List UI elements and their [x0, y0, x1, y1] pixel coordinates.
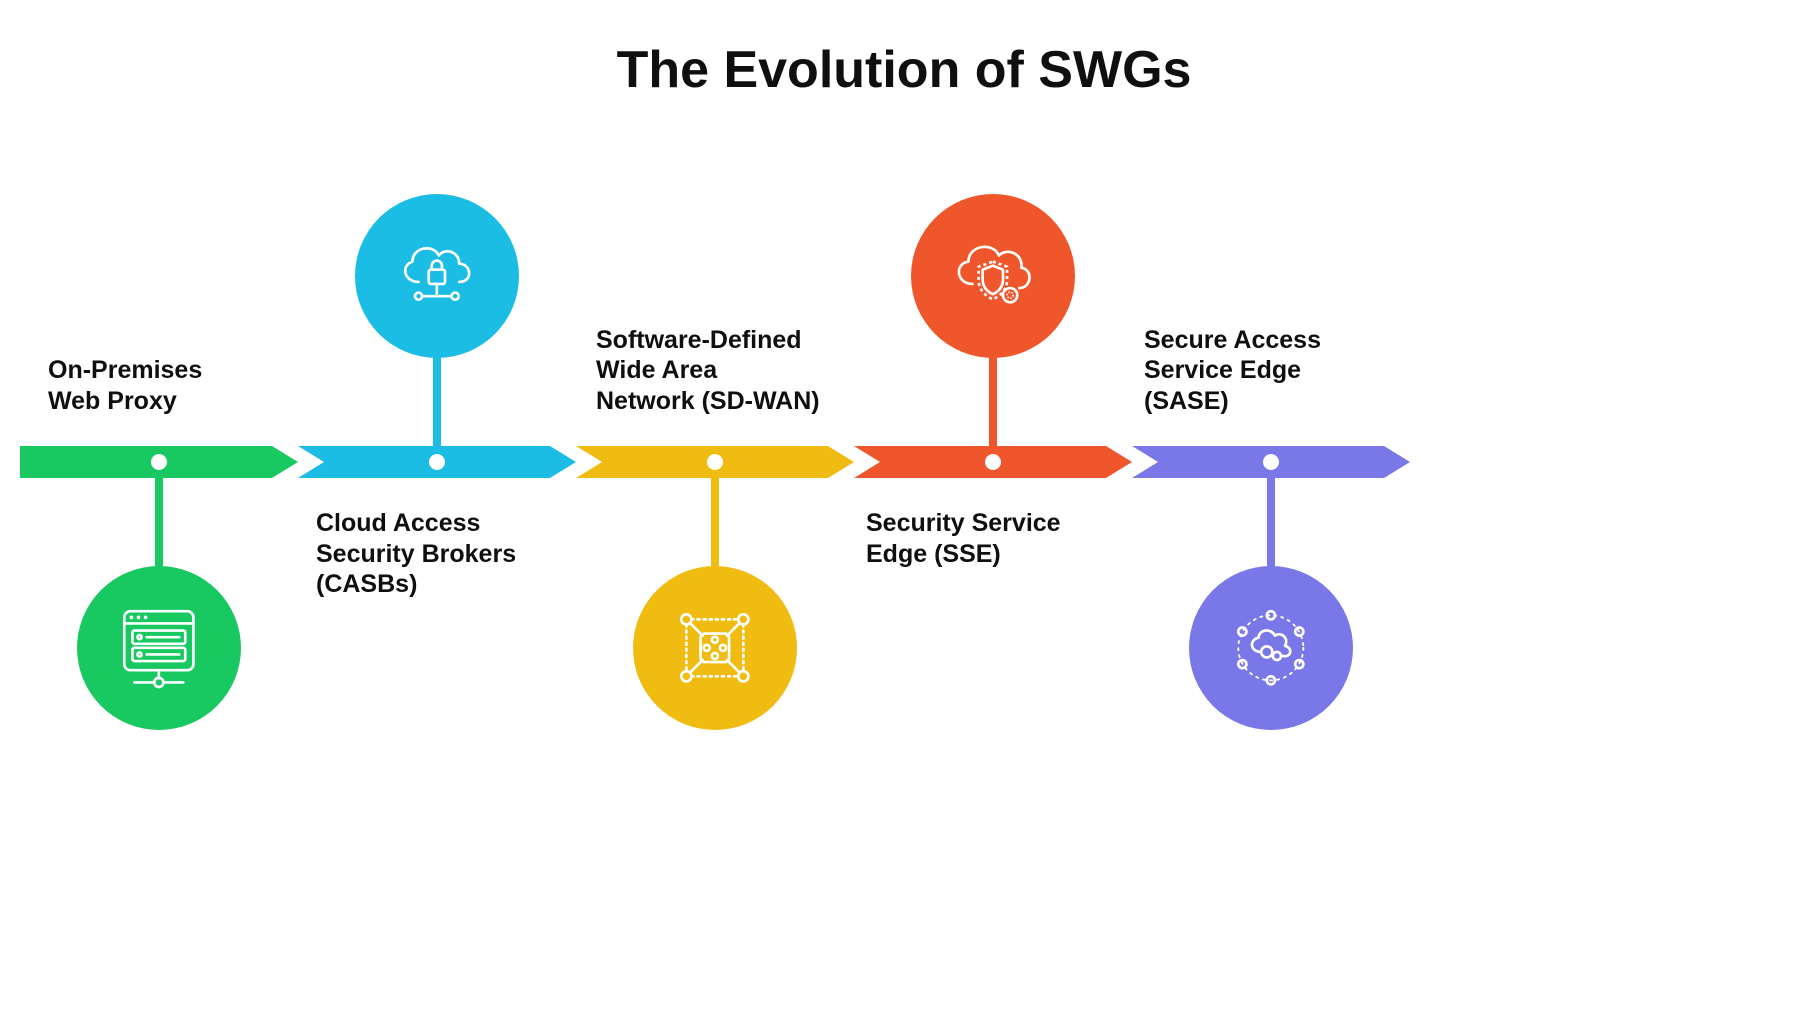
timeline-connector-sase	[1267, 478, 1275, 572]
stage-icon-circle-sdwan	[633, 566, 797, 730]
cloud-lock-icon	[386, 225, 488, 327]
stage-icon-circle-casb	[355, 194, 519, 358]
stage-label-casb: Cloud Access Security Brokers (CASBs)	[316, 508, 516, 600]
stage-icon-circle-sse	[911, 194, 1075, 358]
timeline-connector-casb	[433, 352, 441, 446]
page-title: The Evolution of SWGs	[0, 40, 1808, 100]
stage-label-on-prem: On-Premises Web Proxy	[48, 355, 202, 416]
timeline-connector-sdwan	[711, 478, 719, 572]
timeline-dot-sase	[1263, 454, 1279, 470]
stage-label-sdwan: Software-Defined Wide Area Network (SD-W…	[596, 325, 820, 417]
timeline-dot-sdwan	[707, 454, 723, 470]
stage-label-sase: Secure Access Service Edge (SASE)	[1144, 325, 1321, 417]
timeline-dot-sse	[985, 454, 1001, 470]
cloud-nodes-icon	[1220, 597, 1322, 699]
stage-label-sse: Security Service Edge (SSE)	[866, 508, 1061, 569]
stage-icon-circle-sase	[1189, 566, 1353, 730]
cloud-shield-icon	[942, 225, 1044, 327]
stage-icon-circle-on-prem	[77, 566, 241, 730]
timeline-dot-casb	[429, 454, 445, 470]
network-icon	[664, 597, 766, 699]
timeline-connector-sse	[989, 352, 997, 446]
proxy-icon	[108, 597, 210, 699]
timeline-dot-on-prem	[151, 454, 167, 470]
timeline-connector-on-prem	[155, 478, 163, 572]
